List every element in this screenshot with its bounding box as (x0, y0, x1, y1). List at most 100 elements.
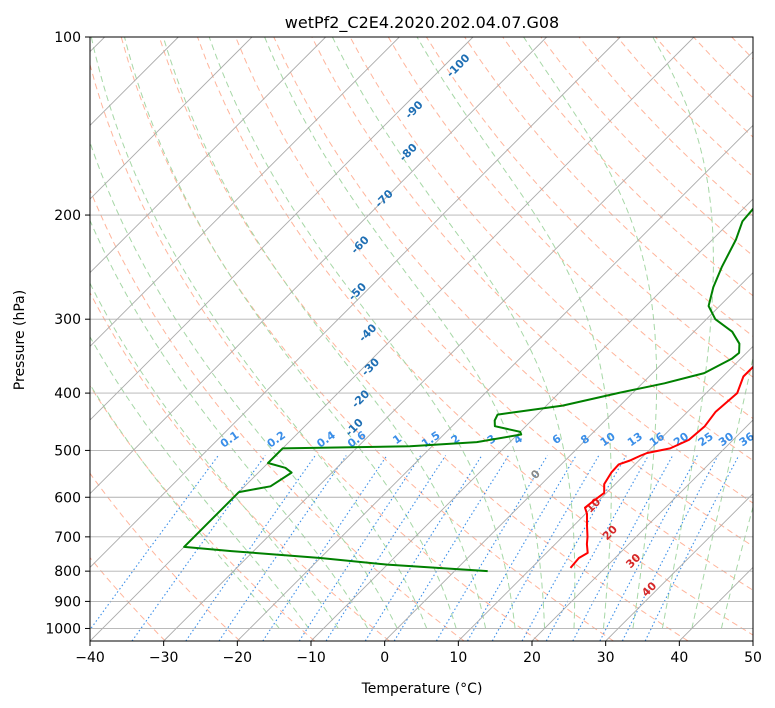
x-tick-label: −10 (296, 650, 326, 666)
y-tick-label: 500 (54, 443, 81, 459)
sounding-profiles (183, 207, 753, 573)
y-tick-label: 600 (54, 490, 81, 506)
reference-label: 0.1 (218, 429, 241, 451)
x-tick-label: −30 (149, 650, 179, 666)
x-tick-label: −40 (75, 650, 105, 666)
isotherm-line (163, 51, 753, 641)
isotherms (90, 37, 753, 641)
dry-adiabat-line (90, 472, 241, 641)
plot-area: -100-90-80-70-60-50-40-30-20-100.1 0.2 0.4… (90, 37, 775, 641)
x-tick-label: 10 (449, 650, 467, 666)
mixing-ratio-line (491, 455, 600, 641)
reference-label: -50 (346, 280, 369, 303)
y-axis-ticks: 100 200 300 400 500 600 700 800 900 1000 (45, 30, 90, 637)
isotherm-line (531, 419, 753, 641)
reference-label: 0 (528, 467, 543, 482)
reference-line-labels: -100-90-80-70-60-50-40-30-20-100.1 0.2 0.4… (218, 51, 757, 599)
reference-label: 2 (449, 432, 463, 447)
mixing-ratio-line (364, 455, 483, 641)
moist-adiabats (90, 37, 753, 629)
moist-adiabat-line (720, 505, 753, 629)
plot-frame (89, 36, 754, 642)
reference-label: 20 (600, 523, 620, 543)
moist-adiabat-line (162, 37, 487, 629)
isotherm-line (90, 37, 547, 495)
reference-label: -60 (348, 233, 371, 256)
moist-adiabat-line (652, 37, 714, 629)
moist-adiabat-line (90, 219, 369, 629)
isotherm-line (605, 493, 753, 641)
reference-label: 0.2 (265, 429, 288, 451)
dry-adiabat-line (311, 37, 753, 504)
reference-label: 40 (639, 579, 659, 599)
mixing-ratio-line (393, 455, 509, 641)
dry-adiabat-line (235, 37, 753, 591)
y-tick-label: 800 (54, 564, 81, 580)
reference-label: -20 (349, 387, 372, 410)
chart-title: wetPf2_C2E4.2020.202.04.07.G08 (285, 13, 559, 33)
moist-adiabat-line (264, 37, 545, 629)
y-tick-label: 100 (54, 30, 81, 46)
reference-label: -70 (372, 187, 395, 210)
reference-label: -40 (356, 321, 379, 344)
dry-adiabat-line (90, 384, 316, 641)
dry-adiabat-line (90, 291, 390, 641)
dry-adiabat-line (770, 37, 775, 641)
dry-adiabat-line (273, 37, 753, 547)
x-axis-ticks: −40 −30 −20 −10 0 10 20 30 40 50 (75, 641, 762, 666)
y-tick-label: 1000 (45, 621, 81, 637)
y-tick-label: 300 (54, 312, 81, 328)
mixing-ratio-line (621, 455, 719, 641)
x-tick-label: 20 (523, 650, 541, 666)
reference-label: -30 (359, 355, 382, 378)
moist-adiabat-line (90, 383, 280, 629)
x-tick-label: 30 (597, 650, 615, 666)
dewpoint-profile-line (183, 207, 753, 573)
y-tick-label: 200 (54, 208, 81, 224)
reference-label: -90 (402, 98, 425, 121)
dry-adiabat-line (693, 37, 753, 99)
isotherm-line (310, 198, 753, 641)
y-tick-label: 900 (54, 594, 81, 610)
mixing-ratio-line (599, 455, 698, 641)
isotherm-line (90, 37, 621, 568)
isotherm-line (90, 37, 474, 421)
reference-label: -100 (444, 51, 473, 80)
isotherm-line (90, 37, 695, 641)
dry-adiabat-line (120, 37, 614, 641)
reference-label: 13 (625, 430, 645, 449)
moist-adiabat-line (90, 282, 339, 629)
isobar-gridlines (90, 37, 753, 629)
reference-label: 36 (737, 430, 757, 450)
x-tick-label: 50 (744, 650, 762, 666)
dry-adiabat-line (502, 37, 753, 297)
reference-label: 10 (598, 430, 618, 450)
reference-label: 1.5 (419, 429, 442, 451)
isotherm-line (90, 37, 253, 200)
x-axis-title: Temperature (°C) (361, 681, 483, 697)
dry-adiabat-line (197, 37, 753, 636)
x-tick-label: −20 (223, 650, 253, 666)
isotherm-line (679, 566, 753, 641)
isotherm-line (384, 272, 753, 641)
moist-adiabat-line (523, 37, 658, 629)
y-axis-title: Pressure (hPa) (12, 290, 28, 390)
isotherm-line (237, 124, 753, 641)
dry-adiabat-line (349, 37, 753, 462)
dry-adiabat-line (90, 188, 465, 641)
dry-adiabat-line (387, 37, 753, 420)
mixing-ratio-line (262, 455, 388, 641)
moist-adiabat-line (124, 37, 457, 629)
moist-adiabat-line (416, 37, 612, 629)
dry-adiabat-line (464, 37, 753, 337)
x-tick-label: 0 (380, 650, 389, 666)
mixing-ratio-line (218, 455, 347, 641)
dry-adiabat-line (425, 37, 753, 378)
moist-adiabat-line (691, 355, 753, 629)
dry-adiabat-line (90, 62, 540, 641)
reference-label: 16 (647, 430, 667, 450)
mixing-ratio-line (467, 455, 577, 641)
isotherm-line (90, 37, 326, 274)
mixing-ratio-line (185, 455, 316, 641)
isotherm-line (752, 640, 753, 641)
